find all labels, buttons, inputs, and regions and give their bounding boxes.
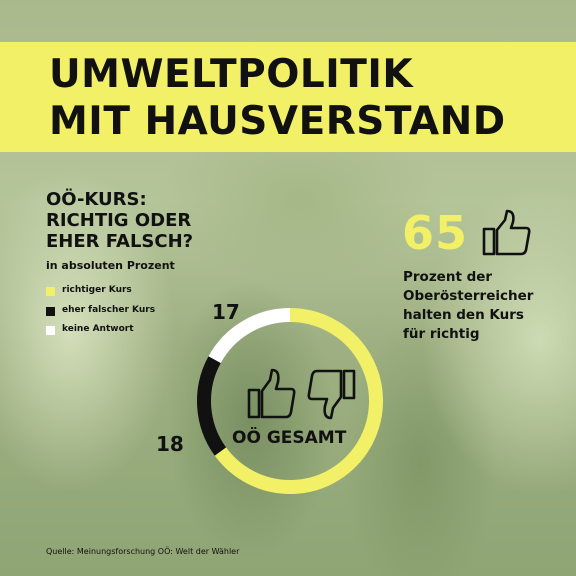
chart-title-line-3: EHER FALSCH? <box>46 231 194 252</box>
highlight-text-line: für richtig <box>403 326 480 342</box>
donut-slice-richtiger-kurs <box>214 308 383 494</box>
thumbs-down-icon <box>307 369 356 420</box>
donut-center-label: OÖ GESAMT <box>232 428 347 448</box>
page-title-line-1: UMWELTPOLITIK <box>49 52 414 97</box>
chart-title-line-2: RICHTIG ODER <box>46 210 192 231</box>
donut-slice-eher-falscher-kurs <box>197 356 227 456</box>
highlight-text: Prozent der Oberösterreicher halten den … <box>403 268 573 344</box>
highlight-text-line: halten den Kurs <box>403 307 524 323</box>
legend-label: eher falscher Kurs <box>62 305 156 315</box>
data-label-keine-antwort: 17 <box>212 300 240 324</box>
legend-swatch-black <box>46 307 55 316</box>
thumbs-up-icon <box>247 368 296 419</box>
legend-swatch-white <box>46 326 55 335</box>
legend-label: richtiger Kurs <box>62 285 132 295</box>
thumbs-up-icon <box>482 209 531 256</box>
page-title-line-2: MIT HAUSVERSTAND <box>49 99 506 144</box>
highlight-text-line: Prozent der <box>403 269 493 285</box>
chart-title-line-1: OÖ-KURS: <box>46 189 147 210</box>
legend-label: keine Antwort <box>62 324 134 334</box>
highlight-value: 65 <box>402 206 469 260</box>
highlight-text-line: Oberösterreicher <box>403 288 534 304</box>
legend-swatch-yellow <box>46 287 55 296</box>
donut-chart <box>197 308 383 494</box>
data-label-eher-falsch: 18 <box>156 432 184 456</box>
source-note: Quelle: Meinungsforschung OÖ: Welt der W… <box>46 547 240 556</box>
title-banner <box>0 42 576 152</box>
chart-subtitle: in absoluten Prozent <box>46 259 175 272</box>
donut-slice-keine-antwort <box>208 308 291 364</box>
